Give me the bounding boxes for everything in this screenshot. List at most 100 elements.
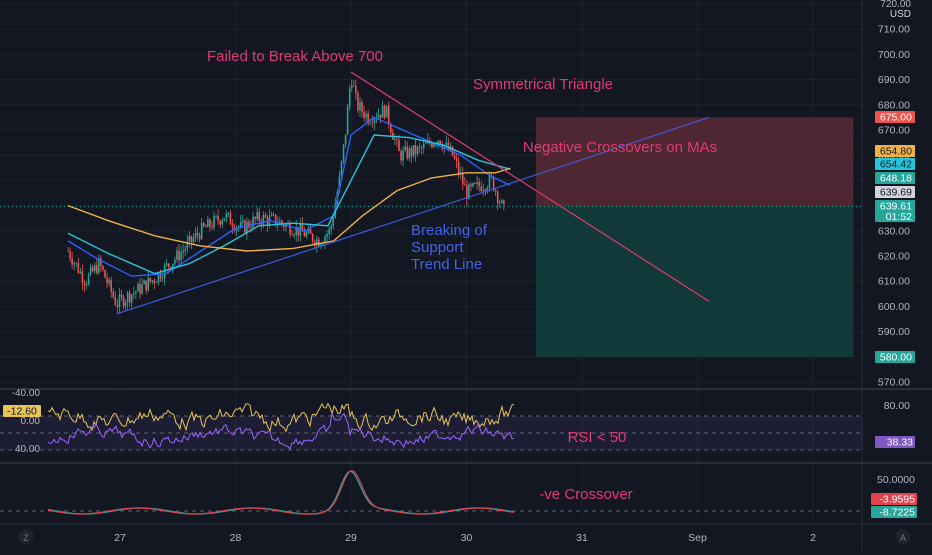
rsi-current-tag <box>875 436 915 448</box>
candle-body <box>297 227 300 236</box>
price-badge-label: 648.18 <box>880 173 912 185</box>
candle-body <box>118 294 121 307</box>
candle-body <box>270 214 273 216</box>
candle-body <box>361 102 363 112</box>
candle-body <box>402 150 404 161</box>
candle-body <box>153 280 156 283</box>
candle-body <box>461 173 464 185</box>
time-tick: 30 <box>461 532 473 544</box>
price-tick: 630.00 <box>878 225 910 237</box>
price-tick: 670.00 <box>878 125 910 137</box>
price-badge <box>875 145 915 157</box>
candle-body <box>110 279 112 292</box>
candle-body <box>363 111 365 118</box>
top-price-label: 720.00 <box>880 0 911 10</box>
candle-body <box>77 262 80 273</box>
risk-reward-zones <box>0 117 862 357</box>
candle-body <box>486 188 489 191</box>
candle-body <box>379 114 382 118</box>
candle-body <box>227 212 230 214</box>
candle-body <box>326 234 328 237</box>
candle-body <box>194 232 197 239</box>
candle-body <box>464 184 466 186</box>
price-badge <box>875 200 915 222</box>
candle-body <box>398 140 400 152</box>
tz-button[interactable]: Z <box>18 529 34 545</box>
currency-label[interactable]: USD <box>890 9 911 20</box>
candle-body <box>492 176 495 191</box>
auto-scale-button[interactable]: A <box>895 529 911 545</box>
candle-body <box>437 140 439 144</box>
candle-body <box>498 202 501 204</box>
candle-body <box>98 258 100 273</box>
candle-body <box>408 148 411 159</box>
candle-body <box>371 122 374 124</box>
candle-body <box>291 234 293 236</box>
candle-body <box>112 291 115 297</box>
candle-body <box>87 274 90 285</box>
candle-body <box>135 291 137 293</box>
candle-body <box>447 142 450 151</box>
candle-body <box>149 277 152 282</box>
candle-body <box>410 148 413 157</box>
candle-body <box>147 277 150 291</box>
time-tick: 27 <box>114 532 126 544</box>
candle-body <box>357 92 359 111</box>
candle-body <box>67 250 69 252</box>
candle-body <box>252 217 254 228</box>
candle-body <box>217 215 219 221</box>
annotation-breaking-line3: Trend Line <box>411 256 482 273</box>
candle-body <box>213 216 215 228</box>
candle-body <box>143 280 145 285</box>
candle-body <box>400 151 402 161</box>
candle-body <box>116 305 119 307</box>
candle-body <box>163 265 166 279</box>
candle-body <box>225 213 228 219</box>
price-badge <box>875 351 915 363</box>
candle-body <box>83 282 86 286</box>
candle-body <box>139 283 141 294</box>
williams-current-tag <box>3 405 41 417</box>
candle-body <box>133 292 135 295</box>
candle-body <box>322 242 324 245</box>
trendline-resistance[interactable] <box>350 71 710 302</box>
candle-body <box>126 292 129 303</box>
candle-body <box>433 144 435 148</box>
candle-body <box>293 234 295 236</box>
annotation-failed-break: Failed to Break Above 700 <box>207 48 383 65</box>
time-axis[interactable]: 27 28 29 30 31 Sep 2 <box>114 532 816 544</box>
candle-body <box>170 266 172 270</box>
countdown-label: 01:52 <box>886 211 912 223</box>
candle-body <box>69 251 71 259</box>
candle-body <box>215 215 217 217</box>
price-badge-label: 639.61 <box>880 201 912 213</box>
candle-body <box>204 226 207 228</box>
price-badge <box>875 186 915 198</box>
candle-body <box>141 284 143 294</box>
candle-body <box>283 223 285 228</box>
candle-body <box>281 220 283 224</box>
candle-body <box>352 85 355 87</box>
candle-body <box>404 146 406 151</box>
candle-body <box>365 113 367 118</box>
candle-body <box>383 105 386 118</box>
macd-current-tag-a <box>871 493 917 505</box>
candle-body <box>468 184 470 199</box>
annotation-breaking-line2: Support <box>411 239 464 256</box>
candle-body <box>262 215 265 225</box>
candle-body <box>264 215 267 218</box>
candle-body <box>254 217 256 219</box>
candle-body <box>482 189 485 192</box>
trend-lines[interactable] <box>116 71 710 315</box>
ma-slow-line <box>67 167 511 252</box>
candle-body <box>303 231 306 237</box>
candle-body <box>390 124 392 133</box>
macd-current-tag-b <box>871 506 917 518</box>
candle-body <box>422 143 425 149</box>
candle-body <box>418 146 421 148</box>
trendline-support[interactable] <box>116 116 710 315</box>
candle-body <box>474 183 476 184</box>
